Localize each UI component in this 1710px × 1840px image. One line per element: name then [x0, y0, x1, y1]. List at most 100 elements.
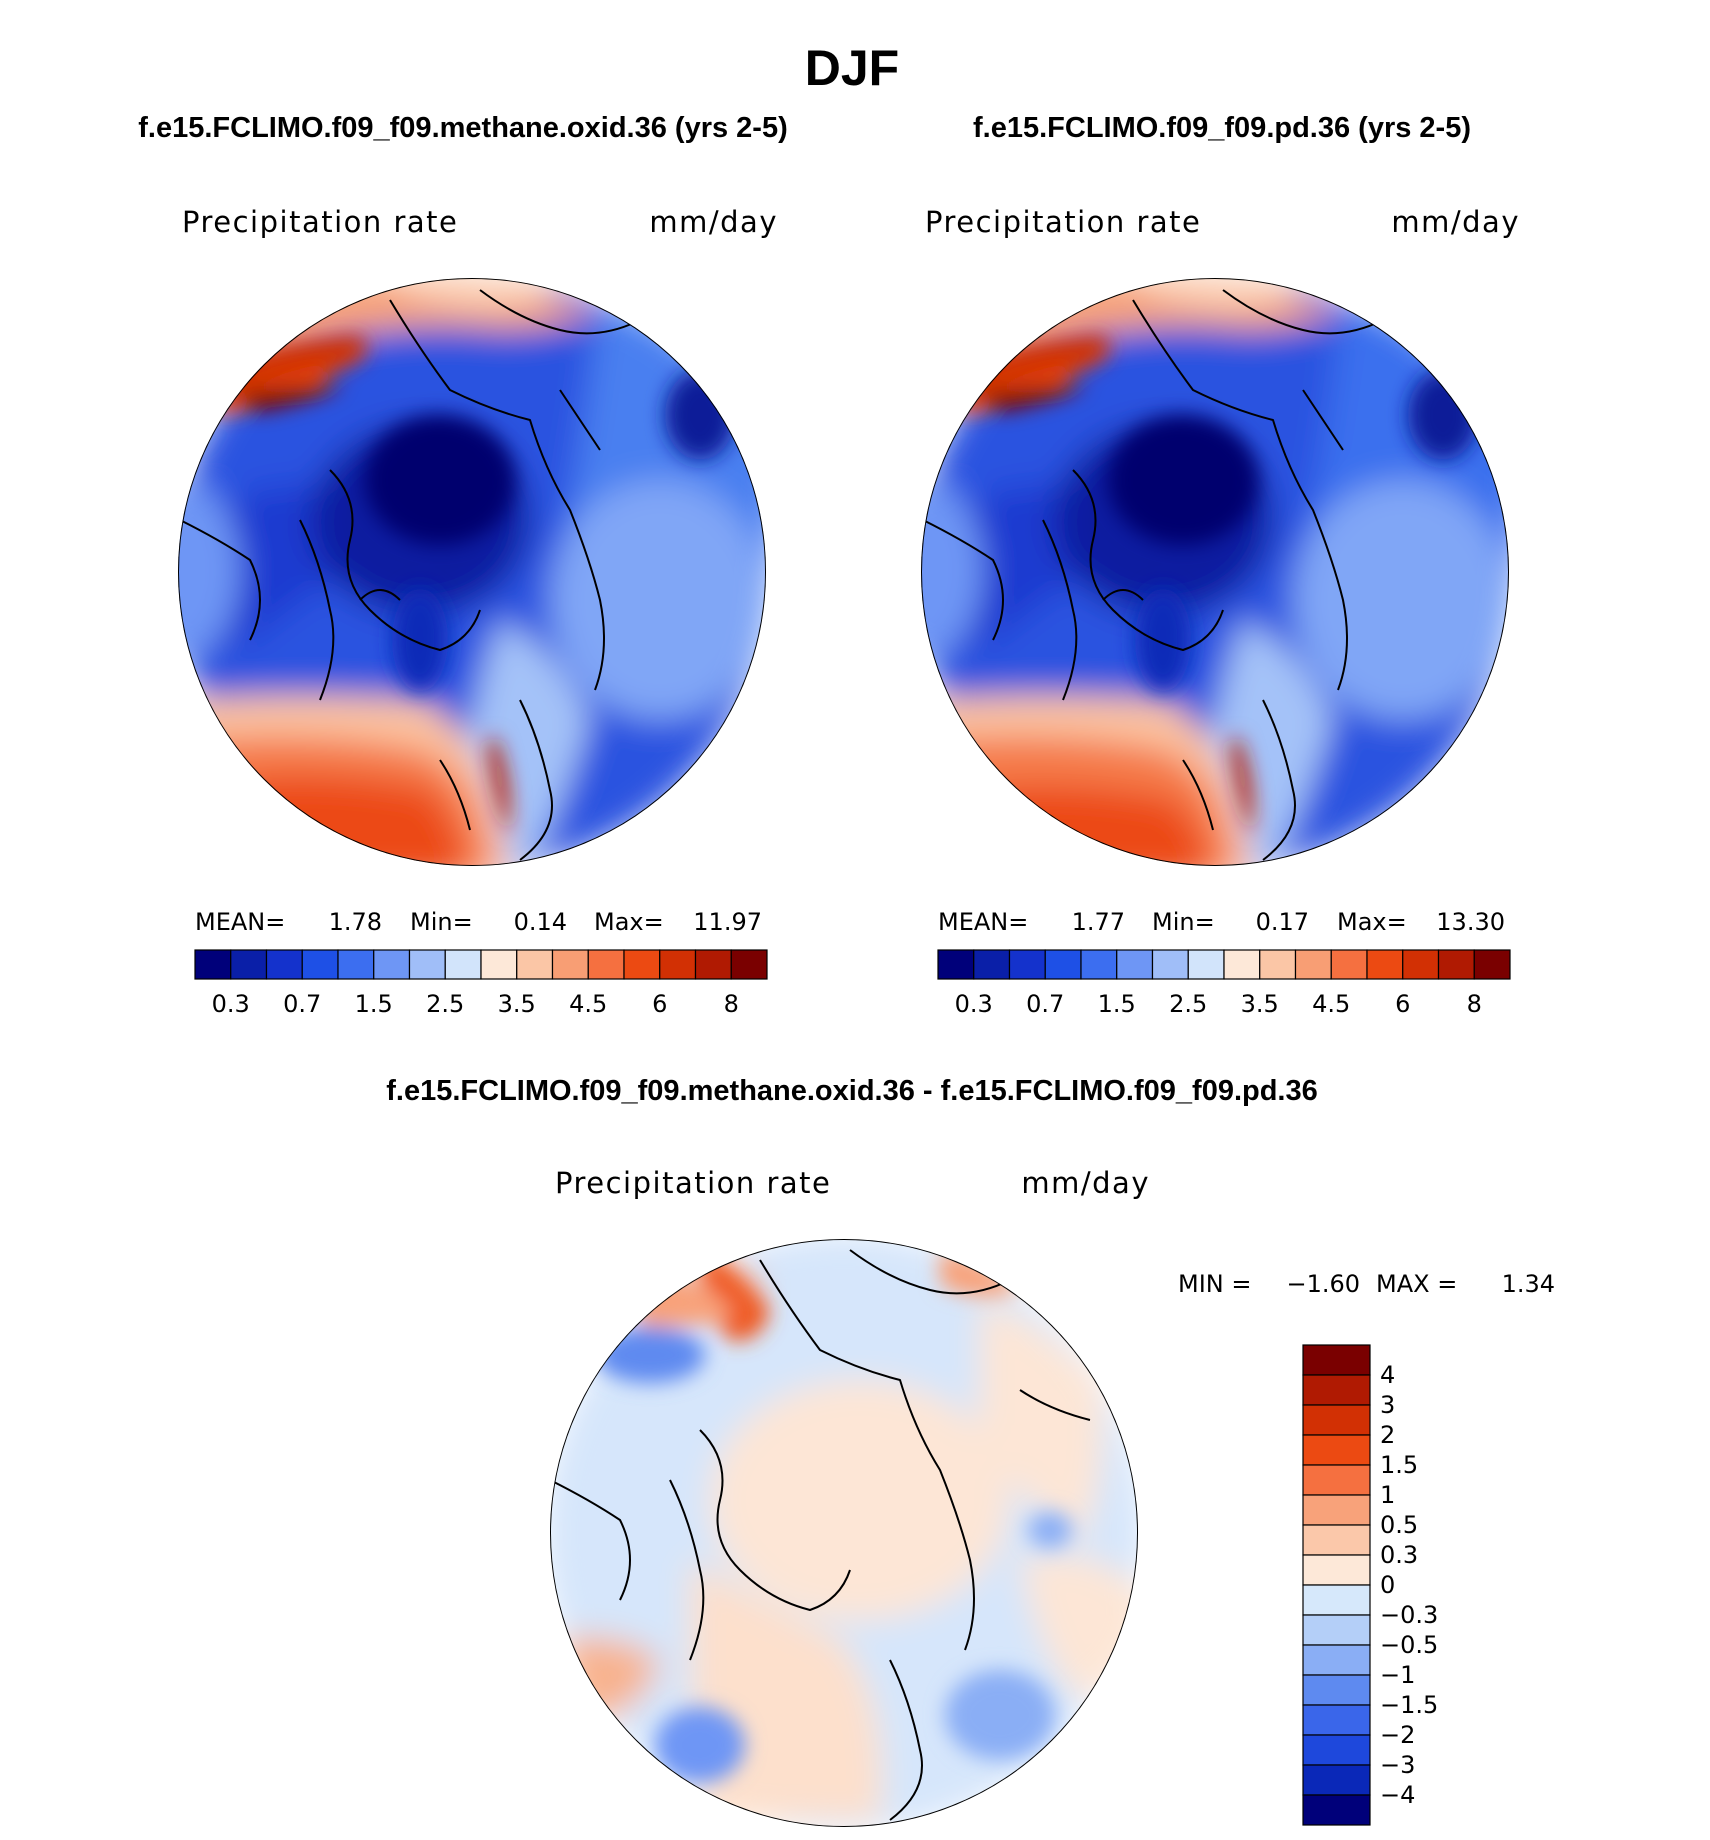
panel-left: f.e15.FCLIMO.f09_f09.methane.oxid.36 (yr…: [138, 112, 788, 1018]
panel-left-variable: Precipitation rate: [182, 205, 458, 239]
colorbar-swatch: [480, 949, 518, 980]
colorbar-swatch: [1302, 1434, 1371, 1466]
panel-diff-min-value: −1.60: [1286, 1270, 1360, 1298]
colorbar-swatch: [1302, 1674, 1371, 1706]
colorbar-swatch: [444, 949, 482, 980]
colorbar-swatch: [265, 949, 303, 980]
colorbar-swatch: [1044, 949, 1082, 980]
panel-right-map: [921, 278, 1509, 866]
colorbar-tick-label: 3: [1380, 1391, 1395, 1419]
colorbar-swatch: [1437, 949, 1475, 980]
colorbar-tick-label: 3.5: [1241, 990, 1279, 1018]
colorbar-tick-label: 0.7: [1026, 990, 1064, 1018]
panel-right-variable: Precipitation rate: [925, 205, 1201, 239]
colorbar-tick-label: −2: [1380, 1721, 1415, 1749]
colorbar-tick-label: 2: [1380, 1421, 1395, 1449]
colorbar-tick-label: 0.3: [955, 990, 993, 1018]
panel-right-mean-label: MEAN=: [938, 908, 1028, 936]
colorbar-swatch: [1302, 1644, 1371, 1676]
colorbar-swatch: [1223, 949, 1261, 980]
colorbar-tick-label: 0.3: [212, 990, 250, 1018]
colorbar-tick-label: 3.5: [498, 990, 536, 1018]
panel-diff-title: f.e15.FCLIMO.f09_f09.methane.oxid.36 - f…: [386, 1075, 1318, 1107]
colorbar-tick-label: 0.3: [1380, 1541, 1418, 1569]
panel-diff-units: mm/day: [1021, 1166, 1150, 1200]
colorbar-swatch: [1116, 949, 1154, 980]
panel-left-mean-value: 1.78: [329, 908, 382, 936]
colorbar-tick-label: 1.5: [1098, 990, 1136, 1018]
panel-right-colorbar: 0.3 0.7 1.5 2.5 3.5 4.5 6 8: [937, 949, 1511, 1018]
colorbar-swatch: [516, 949, 554, 980]
panel-right-max-label: Max=: [1337, 908, 1407, 936]
panel-right-mean-value: 1.77: [1072, 908, 1125, 936]
panel-left-max-label: Max=: [594, 908, 664, 936]
colorbar-tick-label: −1.5: [1380, 1691, 1438, 1719]
colorbar-swatch: [1302, 1614, 1371, 1646]
colorbar-tick-label: 8: [724, 990, 739, 1018]
colorbar-swatch: [1302, 1764, 1371, 1796]
panel-left-colorbar: 0.3 0.7 1.5 2.5 3.5 4.5 6 8: [194, 949, 768, 1018]
colorbar-swatch: [1473, 949, 1511, 980]
colorbar-swatch: [1330, 949, 1368, 980]
panel-left-min-label: Min=: [410, 908, 473, 936]
colorbar-tick-label: 0: [1380, 1571, 1395, 1599]
colorbar-swatch: [408, 949, 446, 980]
colorbar-swatch: [1302, 1554, 1371, 1586]
page-title: DJF: [805, 40, 899, 96]
colorbar-tick-label: 6: [1395, 990, 1410, 1018]
colorbar-swatch: [301, 949, 339, 980]
panel-diff-max-value: 1.34: [1502, 1270, 1555, 1298]
colorbar-tick-label: 6: [652, 990, 667, 1018]
panel-right-title: f.e15.FCLIMO.f09_f09.pd.36 (yrs 2-5): [973, 112, 1471, 144]
colorbar-swatch: [730, 949, 768, 980]
colorbar-tick-label: 0.7: [283, 990, 321, 1018]
panel-right: f.e15.FCLIMO.f09_f09.pd.36 (yrs 2-5) Pre…: [921, 112, 1520, 1018]
panel-left-map: [178, 278, 766, 866]
panel-right-min-label: Min=: [1152, 908, 1215, 936]
colorbar-tick-label: 1.5: [1380, 1451, 1418, 1479]
colorbar-swatch: [1302, 1584, 1371, 1616]
panel-left-mean-label: MEAN=: [195, 908, 285, 936]
colorbar-tick-label: −0.5: [1380, 1631, 1438, 1659]
colorbar-swatch: [973, 949, 1011, 980]
panel-left-units: mm/day: [649, 205, 778, 239]
panel-right-max-value: 13.30: [1436, 908, 1505, 936]
colorbar-swatch: [337, 949, 375, 980]
colorbar-swatch: [1302, 1734, 1371, 1766]
colorbar-tick-label: −3: [1380, 1751, 1415, 1779]
colorbar-swatch: [1294, 949, 1332, 980]
colorbar-swatch: [1259, 949, 1297, 980]
colorbar-tick-label: −4: [1380, 1781, 1415, 1809]
colorbar-swatch: [1402, 949, 1440, 980]
colorbar-swatch: [659, 949, 697, 980]
colorbar-swatch: [1008, 949, 1046, 980]
panel-diff: f.e15.FCLIMO.f09_f09.methane.oxid.36 - f…: [386, 1075, 1555, 1827]
colorbar-swatch: [373, 949, 411, 980]
colorbar-swatch: [1302, 1524, 1371, 1556]
colorbar-swatch: [551, 949, 589, 980]
colorbar-swatch: [587, 949, 625, 980]
panel-left-max-value: 11.97: [693, 908, 762, 936]
colorbar-swatch: [1151, 949, 1189, 980]
colorbar-tick-label: 2.5: [1169, 990, 1207, 1018]
colorbar-tick-label: 2.5: [426, 990, 464, 1018]
panel-left-title: f.e15.FCLIMO.f09_f09.methane.oxid.36 (yr…: [138, 112, 788, 144]
colorbar-tick-label: −1: [1380, 1661, 1415, 1689]
colorbar-swatch: [937, 949, 975, 980]
colorbar-tick-label: 1.5: [355, 990, 393, 1018]
colorbar-tick-label: 4: [1380, 1361, 1395, 1389]
panel-right-min-value: 0.17: [1256, 908, 1309, 936]
colorbar-tick-label: 8: [1467, 990, 1482, 1018]
colorbar-tick-label: −0.3: [1380, 1601, 1438, 1629]
colorbar-swatch: [230, 949, 268, 980]
panel-diff-max-label: MAX =: [1376, 1270, 1457, 1298]
colorbar-swatch: [623, 949, 661, 980]
panel-right-units: mm/day: [1391, 205, 1520, 239]
colorbar-swatch: [1187, 949, 1225, 980]
colorbar-tick-label: 0.5: [1380, 1511, 1418, 1539]
colorbar-swatch: [1302, 1794, 1371, 1826]
panel-diff-map: [550, 1239, 1138, 1827]
colorbar-swatch: [694, 949, 732, 980]
